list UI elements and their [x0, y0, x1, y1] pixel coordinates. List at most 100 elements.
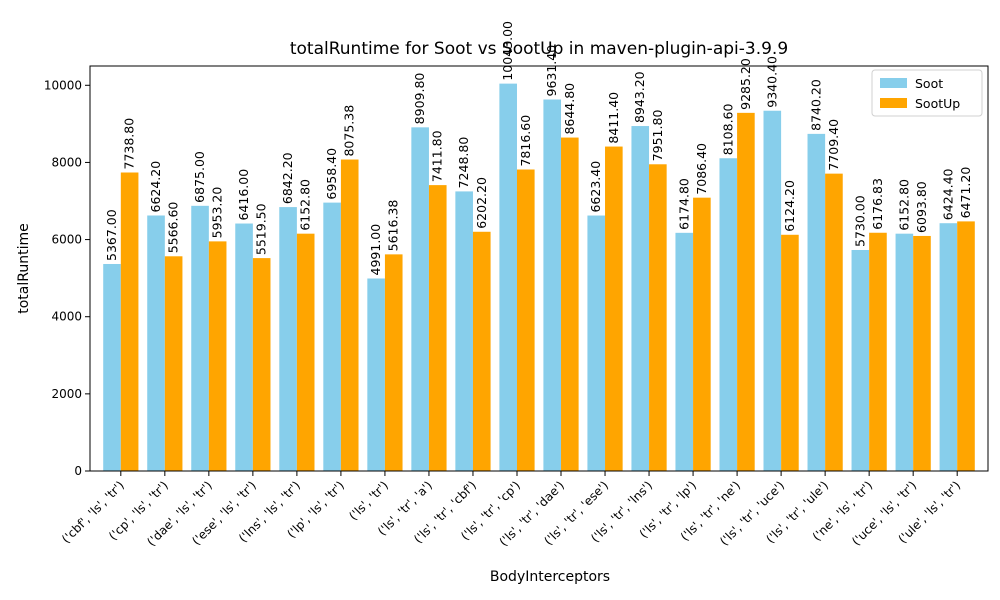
- bar-sootup-1: [164, 256, 183, 471]
- bar-soot-19: [939, 223, 958, 471]
- value-label-sootup-17: 6176.83: [870, 178, 885, 230]
- bar-soot-4: [279, 207, 297, 471]
- value-label-soot-0: 5367.00: [104, 209, 119, 261]
- value-label-sootup-8: 6202.20: [474, 177, 489, 229]
- bar-sootup-17: [869, 232, 887, 471]
- value-label-soot-9: 10043.00: [500, 21, 515, 81]
- chart-title: totalRuntime for Soot vs SootUp in maven…: [290, 39, 788, 59]
- bar-soot-10: [543, 99, 562, 471]
- bar-soot-8: [455, 191, 473, 471]
- value-label-sootup-4: 6152.80: [298, 179, 313, 231]
- bar-sootup-12: [649, 164, 667, 471]
- value-label-sootup-12: 7951.80: [650, 110, 665, 162]
- value-label-sootup-0: 7738.80: [122, 118, 137, 170]
- bar-soot-2: [191, 205, 209, 472]
- bar-sootup-7: [428, 185, 447, 472]
- value-label-sootup-7: 7411.80: [430, 130, 445, 182]
- legend-swatch-soot: [880, 78, 907, 88]
- bar-soot-6: [367, 278, 385, 471]
- value-label-sootup-1: 5566.60: [166, 202, 181, 254]
- value-label-sootup-13: 7086.40: [694, 143, 709, 195]
- value-label-sootup-11: 8411.40: [606, 92, 621, 144]
- y-tick-label-10000: 10000: [44, 78, 82, 92]
- value-label-sootup-10: 8644.80: [562, 83, 577, 135]
- value-label-sootup-2: 5953.20: [210, 187, 225, 239]
- bar-soot-3: [235, 223, 253, 471]
- bar-soot-13: [675, 232, 694, 471]
- bar-soot-5: [323, 202, 341, 472]
- bar-sootup-16: [825, 173, 843, 471]
- x-axis-label: BodyInterceptors: [490, 569, 610, 585]
- value-label-sootup-18: 6093.80: [914, 181, 929, 233]
- legend-label-soot: Soot: [915, 76, 943, 91]
- x-axis-ticks: ('cbf', 'ls', 'tr')('cp', 'ls', 'tr')('d…: [59, 471, 963, 549]
- bar-sootup-19: [957, 221, 975, 471]
- bar-sootup-11: [605, 146, 623, 471]
- value-label-soot-1: 6624.20: [148, 161, 163, 213]
- value-label-soot-10: 9631.40: [544, 45, 559, 97]
- bar-sootup-13: [693, 197, 711, 472]
- value-label-soot-14: 8108.60: [720, 104, 735, 156]
- value-label-soot-13: 6174.80: [676, 178, 691, 230]
- plot-frame: [89, 65, 989, 472]
- value-label-sootup-3: 5519.50: [254, 203, 269, 255]
- bar-soot-15: [763, 110, 782, 472]
- value-label-soot-18: 6152.80: [896, 179, 911, 231]
- bar-soot-7: [411, 127, 429, 471]
- bar-sootup-10: [561, 137, 579, 471]
- bar-sootup-3: [252, 258, 271, 471]
- value-label-sootup-14: 9285.20: [738, 58, 753, 110]
- value-label-sootup-16: 7709.40: [826, 119, 841, 171]
- value-label-soot-7: 8909.80: [412, 73, 427, 125]
- bar-soot-0: [103, 263, 121, 471]
- value-label-soot-4: 6842.20: [280, 152, 295, 204]
- bar-sootup-9: [516, 169, 535, 472]
- value-label-sootup-19: 6471.20: [958, 167, 973, 219]
- bar-sootup-5: [340, 159, 359, 471]
- bar-sootup-6: [384, 254, 403, 471]
- value-label-soot-12: 8943.20: [632, 71, 647, 123]
- legend-swatch-sootup: [880, 98, 907, 108]
- bar-soot-12: [631, 126, 650, 471]
- value-label-sootup-6: 5616.38: [386, 200, 401, 252]
- value-label-soot-19: 6424.40: [940, 168, 955, 220]
- axes-group: [89, 65, 989, 472]
- bar-sootup-0: [120, 172, 139, 472]
- value-label-soot-17: 5730.00: [852, 195, 867, 247]
- bar-soot-1: [147, 215, 165, 471]
- value-label-soot-6: 4991.00: [368, 224, 383, 276]
- value-label-soot-5: 6958.40: [324, 148, 339, 200]
- value-labels-group: 5367.00 6624.20 6875.00 6416.00 6842.20 6958.…: [104, 21, 973, 276]
- y-tick-label-0: 0: [74, 464, 82, 478]
- bar-soot-17: [851, 249, 870, 471]
- bar-sootup-8: [472, 231, 491, 471]
- bar-soot-18: [895, 233, 914, 471]
- value-label-sootup-9: 7816.60: [518, 115, 533, 167]
- value-label-soot-16: 8740.20: [808, 79, 823, 131]
- bar-sootup-18: [913, 235, 931, 471]
- y-tick-label-8000: 8000: [51, 155, 82, 169]
- y-axis-ticks: 0 2000 4000 6000 8000 10000: [44, 78, 90, 478]
- value-label-soot-11: 6623.40: [588, 161, 603, 213]
- y-axis-label: totalRuntime: [16, 223, 32, 314]
- y-tick-label-6000: 6000: [51, 233, 82, 247]
- bar-soot-14: [719, 158, 738, 471]
- value-label-soot-2: 6875.00: [192, 151, 207, 203]
- value-label-soot-3: 6416.00: [236, 169, 251, 221]
- value-label-soot-15: 9340.40: [764, 56, 779, 108]
- legend: Soot SootUp: [871, 69, 983, 117]
- y-tick-label-2000: 2000: [51, 387, 82, 401]
- legend-label-sootup: SootUp: [915, 96, 960, 111]
- bar-sootup-4: [296, 233, 315, 471]
- value-label-sootup-15: 6124.20: [782, 180, 797, 232]
- x-tick-label-6: ('ls', 'tr'): [346, 478, 391, 523]
- y-tick-label-4000: 4000: [51, 310, 82, 324]
- bar-soot-16: [807, 133, 826, 472]
- bar-sootup-14: [737, 112, 755, 472]
- value-label-soot-8: 7248.80: [456, 137, 471, 189]
- bars-group: [103, 83, 975, 472]
- bar-sootup-15: [781, 234, 799, 471]
- bar-soot-11: [587, 215, 606, 471]
- value-label-sootup-5: 8075.38: [342, 105, 357, 157]
